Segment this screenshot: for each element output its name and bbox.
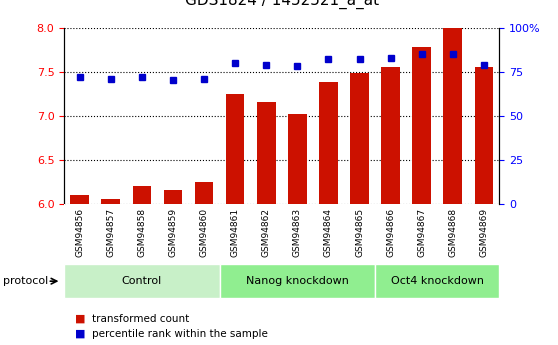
Text: GSM94858: GSM94858 xyxy=(137,207,146,257)
Bar xyxy=(350,73,369,204)
Bar xyxy=(163,190,182,204)
Text: GSM94860: GSM94860 xyxy=(200,207,209,257)
Bar xyxy=(412,47,431,204)
Text: GSM94861: GSM94861 xyxy=(230,207,239,257)
Text: GSM94862: GSM94862 xyxy=(262,207,271,257)
Text: GSM94867: GSM94867 xyxy=(417,207,426,257)
Text: GSM94866: GSM94866 xyxy=(386,207,395,257)
Text: transformed count: transformed count xyxy=(92,314,189,324)
FancyBboxPatch shape xyxy=(220,264,375,298)
Text: GSM94856: GSM94856 xyxy=(75,207,84,257)
Text: Nanog knockdown: Nanog knockdown xyxy=(246,276,349,286)
Text: ■: ■ xyxy=(75,314,86,324)
Bar xyxy=(444,28,462,204)
FancyBboxPatch shape xyxy=(375,264,499,298)
Bar xyxy=(381,67,400,204)
Bar xyxy=(133,186,151,204)
Bar xyxy=(195,181,213,204)
Text: ■: ■ xyxy=(75,329,86,339)
Bar xyxy=(474,67,493,204)
Bar xyxy=(257,102,276,204)
Text: GSM94865: GSM94865 xyxy=(355,207,364,257)
Text: protocol: protocol xyxy=(3,276,48,286)
FancyBboxPatch shape xyxy=(64,264,220,298)
Text: GSM94868: GSM94868 xyxy=(448,207,457,257)
Text: GDS1824 / 1452521_a_at: GDS1824 / 1452521_a_at xyxy=(185,0,379,9)
Text: GSM94869: GSM94869 xyxy=(479,207,488,257)
Text: GSM94863: GSM94863 xyxy=(293,207,302,257)
Bar xyxy=(226,93,244,204)
Text: Oct4 knockdown: Oct4 knockdown xyxy=(391,276,484,286)
Text: GSM94864: GSM94864 xyxy=(324,207,333,257)
Bar xyxy=(288,114,307,204)
Bar xyxy=(70,195,89,204)
Text: Control: Control xyxy=(122,276,162,286)
Bar xyxy=(102,199,120,204)
Text: GSM94857: GSM94857 xyxy=(107,207,116,257)
Bar xyxy=(319,82,338,204)
Text: GSM94859: GSM94859 xyxy=(169,207,177,257)
Text: percentile rank within the sample: percentile rank within the sample xyxy=(92,329,268,339)
